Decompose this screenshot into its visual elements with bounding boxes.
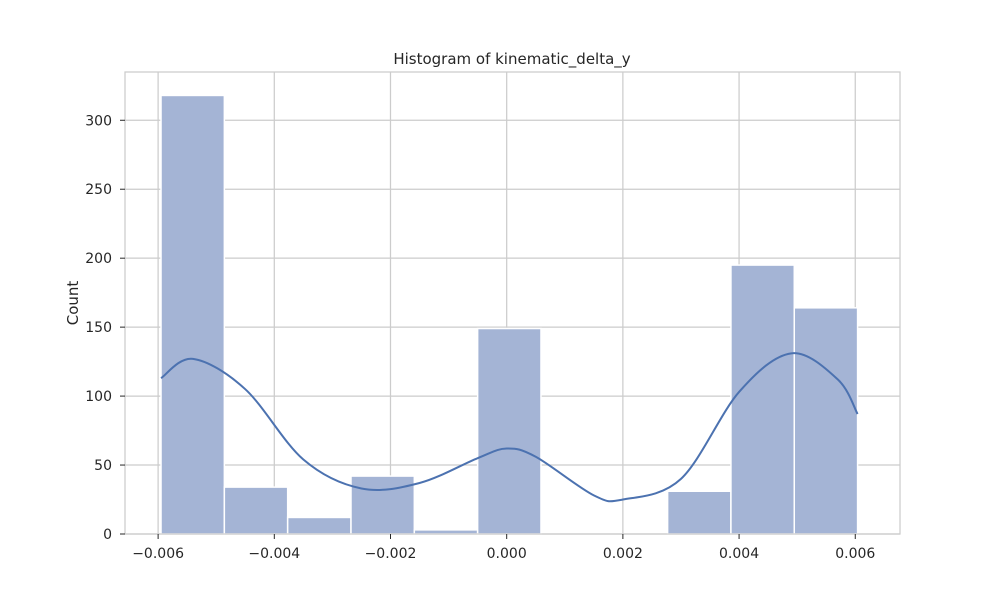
y-tick-label: 100: [85, 389, 112, 405]
histogram-bar: [223, 486, 289, 535]
x-tick-label: 0.000: [487, 546, 527, 562]
histogram-bar: [793, 307, 859, 535]
y-tick-label: 300: [85, 113, 112, 129]
x-tick-label: 0.006: [835, 546, 875, 562]
x-tick-label: −0.006: [132, 546, 184, 562]
histogram-bar: [286, 516, 352, 535]
y-axis-label: Count: [64, 281, 82, 326]
x-tick-label: 0.004: [719, 546, 759, 562]
x-tick-label: 0.002: [603, 546, 643, 562]
y-tick-label: 0: [103, 527, 112, 543]
y-tick-label: 150: [85, 320, 112, 336]
kde-curve: [160, 352, 859, 503]
y-tick-label: 50: [94, 458, 112, 474]
plot-frame: [124, 71, 901, 535]
y-tick-label: 200: [85, 251, 112, 267]
chart-title: Histogram of kinematic_delta_y: [393, 50, 630, 69]
y-tick-label: 250: [85, 182, 112, 198]
x-tick-label: −0.002: [365, 546, 417, 562]
histogram-bar: [730, 264, 796, 535]
x-axis-ticks: −0.006 −0.004 −0.002 0.000 0.002 0.004 0.006: [132, 534, 875, 562]
histogram-bar: [350, 475, 416, 535]
histogram-bar: [666, 490, 732, 535]
histogram-bar: [476, 327, 542, 535]
y-axis-ticks: 0 50 100 150 200 250 300: [85, 113, 125, 543]
x-tick-label: −0.004: [248, 546, 300, 562]
histogram-bar: [160, 94, 226, 535]
